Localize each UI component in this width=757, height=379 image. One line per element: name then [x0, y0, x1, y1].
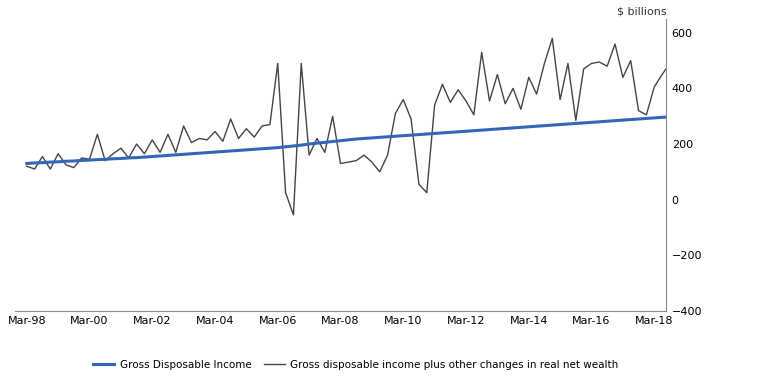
- Gross Disposable Income: [30, 161, 39, 165]
- Gross Disposable Income: [548, 123, 557, 127]
- Gross disposable income plus other changes in real net wealth: [673, 115, 682, 120]
- Gross disposable income plus other changes in real net wealth: [352, 158, 361, 163]
- Gross disposable income plus other changes in real net wealth: [563, 61, 572, 66]
- Gross Disposable Income: [344, 138, 353, 142]
- Gross disposable income plus other changes in real net wealth: [61, 163, 70, 167]
- Legend: Gross Disposable Income, Gross disposable income plus other changes in real net : Gross Disposable Income, Gross disposabl…: [89, 356, 622, 374]
- Gross Disposable Income: [22, 161, 31, 166]
- Gross disposable income plus other changes in real net wealth: [524, 75, 533, 80]
- Gross disposable income plus other changes in real net wealth: [320, 150, 329, 155]
- Gross disposable income plus other changes in real net wealth: [548, 36, 557, 41]
- Text: $ billions: $ billions: [616, 6, 666, 16]
- Gross Disposable Income: [516, 125, 525, 130]
- Gross disposable income plus other changes in real net wealth: [22, 164, 31, 169]
- Gross disposable income plus other changes in real net wealth: [30, 167, 39, 171]
- Gross Disposable Income: [673, 114, 682, 119]
- Gross Disposable Income: [61, 159, 70, 163]
- Line: Gross Disposable Income: Gross Disposable Income: [26, 116, 678, 163]
- Gross disposable income plus other changes in real net wealth: [289, 213, 298, 217]
- Line: Gross disposable income plus other changes in real net wealth: Gross disposable income plus other chang…: [26, 38, 678, 215]
- Gross Disposable Income: [313, 141, 322, 146]
